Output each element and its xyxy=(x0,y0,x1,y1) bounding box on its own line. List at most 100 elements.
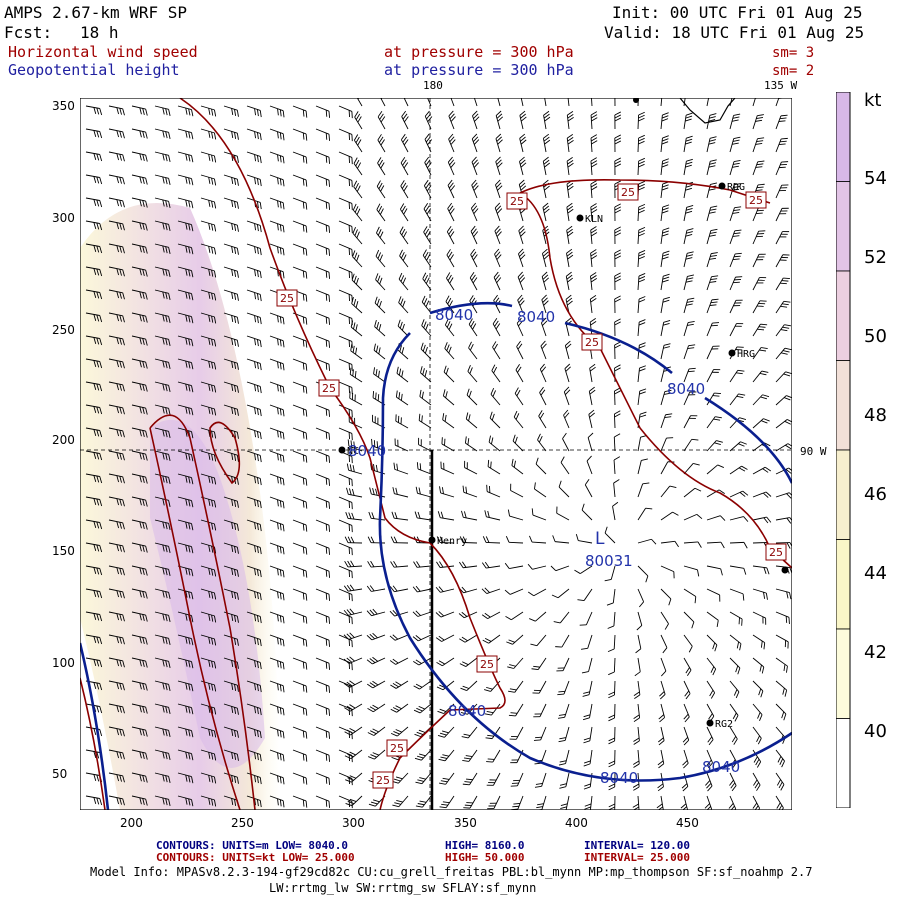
wind-barb xyxy=(608,795,616,810)
wind-barb xyxy=(315,795,331,808)
wind-barb xyxy=(486,749,501,763)
wind-barb xyxy=(292,197,308,210)
wind-barb xyxy=(485,726,501,740)
wind-barb xyxy=(729,369,745,383)
wind-barb xyxy=(415,795,432,808)
wind-barb xyxy=(347,439,363,452)
wind-barb xyxy=(532,680,547,694)
wind-barb xyxy=(292,588,308,601)
wind-barb xyxy=(315,312,331,325)
wind-barb xyxy=(200,266,217,278)
wind-barb xyxy=(511,458,524,475)
wind-barb xyxy=(471,133,480,153)
wind-barb xyxy=(85,657,103,668)
wind-barb xyxy=(390,726,409,737)
wind-barb xyxy=(729,441,747,452)
wind-barb xyxy=(131,634,148,645)
wind-barb xyxy=(489,411,501,429)
wind-barb xyxy=(292,680,308,693)
wind-barb xyxy=(683,321,695,337)
isotach-label: 25 xyxy=(276,289,298,307)
field2-name: Geopotential height xyxy=(8,61,180,79)
colorbar-segment xyxy=(836,718,851,808)
wind-barb xyxy=(315,611,331,624)
wind-barb xyxy=(131,795,148,806)
wind-barb xyxy=(246,703,262,716)
wind-barb xyxy=(353,134,363,153)
wind-barb xyxy=(154,243,171,254)
height-contour-label: 8040 xyxy=(667,380,705,398)
wind-barb xyxy=(706,680,716,699)
init-time: Init: 00 UTC Fri 01 Aug 25 xyxy=(612,3,863,22)
wind-barb xyxy=(608,726,616,745)
wind-barb xyxy=(729,490,749,498)
wind-barb xyxy=(390,703,409,713)
wind-barb xyxy=(223,128,239,140)
wind-barb xyxy=(535,457,547,475)
wind-barb xyxy=(200,128,217,140)
wind-barb xyxy=(729,611,743,626)
wind-barb xyxy=(492,317,501,337)
wind-barb xyxy=(85,404,103,415)
wind-barb xyxy=(269,703,285,716)
wind-barb xyxy=(223,243,239,255)
wind-barb xyxy=(292,427,308,440)
wind-barb xyxy=(459,536,478,544)
wind-barb xyxy=(85,542,103,553)
wind-barb xyxy=(508,680,524,693)
wind-barb xyxy=(108,588,125,599)
wind-barb xyxy=(85,105,103,116)
wind-barb xyxy=(269,427,285,440)
wind-barb xyxy=(752,516,772,524)
lon-180-label: 180 xyxy=(423,79,443,92)
wind-barb xyxy=(223,105,239,117)
wind-barb xyxy=(775,588,792,600)
isotach-label: 25 xyxy=(318,379,340,397)
wind-barb xyxy=(752,703,763,722)
wind-barb xyxy=(706,565,723,576)
wind-barb xyxy=(706,440,723,452)
low-center-value: 80031 xyxy=(585,552,633,570)
station-label: HRG xyxy=(737,349,755,360)
wind-barb xyxy=(269,749,285,762)
wind-barb xyxy=(315,634,331,647)
footer-height-high: HIGH= 8160.0 xyxy=(445,839,525,852)
wind-barb xyxy=(706,322,720,337)
wind-barb xyxy=(587,432,594,452)
wind-barb xyxy=(683,297,695,314)
wind-barb xyxy=(729,657,741,675)
wind-barb xyxy=(729,323,744,337)
wind-barb xyxy=(706,136,717,153)
wind-barb xyxy=(487,795,501,810)
wind-barb xyxy=(775,300,791,314)
wind-barb xyxy=(223,197,239,209)
wind-barb xyxy=(353,180,363,199)
wind-barb xyxy=(706,369,721,383)
colorbar-unit: kt xyxy=(864,90,882,111)
wind-barb xyxy=(108,634,125,645)
wind-barb xyxy=(459,657,478,667)
wind-barb xyxy=(338,473,353,487)
wind-barb xyxy=(315,335,331,348)
wind-barb xyxy=(154,358,171,369)
wind-barb xyxy=(85,611,103,622)
wind-barb xyxy=(85,634,103,645)
wind-barb xyxy=(488,435,501,452)
wind-barb xyxy=(683,438,699,452)
wind-barb xyxy=(614,341,621,360)
wind-barb xyxy=(223,519,239,531)
isotach-label: 25 xyxy=(476,655,498,673)
wind-barb xyxy=(706,464,725,475)
wind-barb xyxy=(439,795,455,809)
wind-barb xyxy=(460,680,478,691)
isotach-label: 25 xyxy=(765,543,787,561)
wind-barb xyxy=(200,358,217,370)
wind-barb xyxy=(131,611,148,622)
wind-barb xyxy=(154,404,171,415)
wind-barb xyxy=(246,151,262,164)
wind-barb xyxy=(552,535,570,544)
wind-barb xyxy=(131,450,148,461)
wind-barb xyxy=(560,456,570,475)
wind-barb xyxy=(200,565,217,577)
isotach-label: 25 xyxy=(386,739,408,757)
